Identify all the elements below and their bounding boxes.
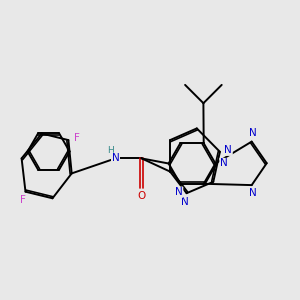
- Text: F: F: [20, 195, 26, 205]
- Text: N: N: [249, 188, 257, 199]
- Text: N: N: [175, 187, 183, 197]
- Text: H: H: [108, 146, 114, 155]
- Text: N: N: [112, 153, 119, 164]
- Text: F: F: [74, 133, 80, 143]
- Text: N: N: [181, 196, 189, 207]
- Text: N: N: [224, 145, 232, 155]
- Text: O: O: [137, 191, 146, 201]
- Text: N: N: [249, 128, 257, 138]
- Text: N: N: [220, 158, 228, 169]
